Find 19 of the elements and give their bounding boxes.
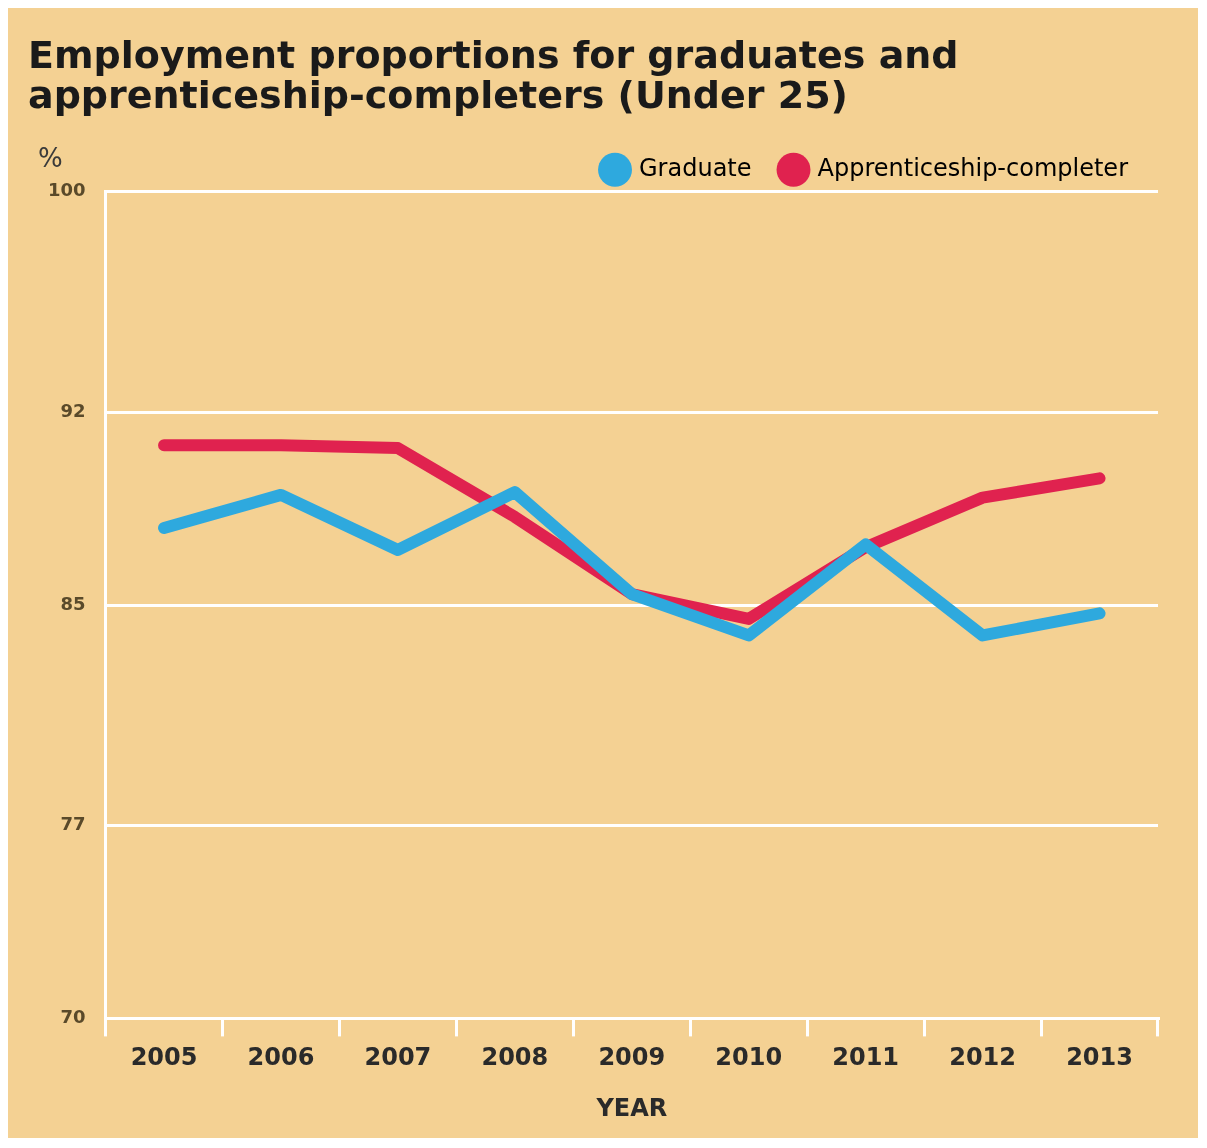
text: Employment proportions for graduates and xyxy=(28,32,959,77)
x-tick-label: 2005 xyxy=(130,1043,198,1072)
y-tick-label: 70 xyxy=(60,1006,86,1028)
x-tick-label: 2008 xyxy=(481,1043,549,1072)
y-tick-label: 77 xyxy=(60,813,86,835)
x-tick-label: 2011 xyxy=(832,1043,900,1072)
x-tick-label: 2006 xyxy=(247,1043,315,1072)
legend-label: Apprenticeship-completer xyxy=(817,154,1129,183)
y-tick-label: 100 xyxy=(48,179,86,201)
x-tick-label: 2007 xyxy=(364,1043,432,1072)
y-axis-title: % xyxy=(38,142,63,173)
x-axis-title: YEAR xyxy=(595,1093,668,1122)
legend-label: Graduate xyxy=(639,154,752,183)
x-tick-label: 2013 xyxy=(1066,1043,1133,1072)
x-tick-label: 2010 xyxy=(715,1043,783,1072)
x-tick-label: 2009 xyxy=(598,1043,666,1072)
x-tick-label: 2012 xyxy=(949,1043,1016,1072)
y-tick-label: 85 xyxy=(60,592,86,614)
y-tick-label: 92 xyxy=(60,399,86,421)
